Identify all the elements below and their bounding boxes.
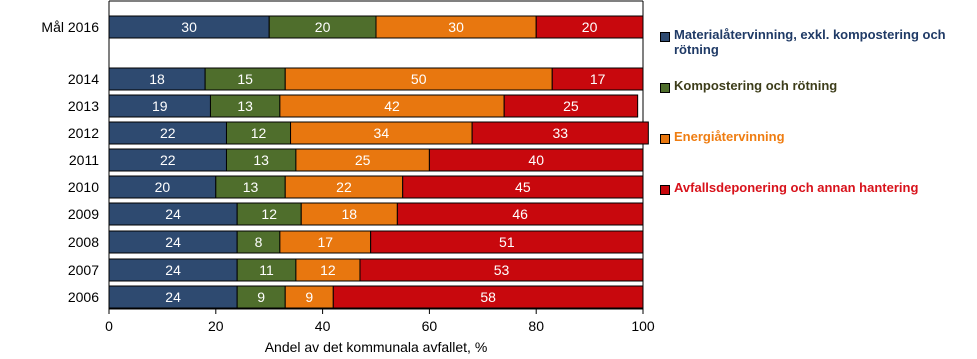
data-label: 11 (259, 262, 274, 278)
legend-swatch-kompostering (660, 83, 670, 93)
data-label: 8 (255, 234, 263, 250)
x-tick-label: 40 (315, 318, 331, 334)
data-label: 58 (480, 289, 496, 305)
legend-item-energi: Energiåtervinning (660, 129, 785, 144)
data-label: 22 (336, 179, 352, 195)
bar-segment (471, 121, 649, 145)
data-label: 13 (237, 98, 253, 114)
data-label: 24 (165, 234, 181, 250)
category-label: 2011 (69, 152, 99, 168)
bar-segment (535, 15, 644, 39)
data-label: 19 (152, 98, 168, 114)
x-tick-label: 0 (105, 318, 113, 334)
category-label: 2007 (68, 262, 99, 278)
bar-segment (402, 175, 644, 199)
data-label: 50 (411, 71, 427, 87)
data-label: 15 (237, 71, 253, 87)
data-label: 17 (317, 234, 333, 250)
data-label: 30 (448, 19, 464, 35)
legend-label-deponering: Avfallsdeponering och annan hantering (674, 180, 919, 195)
legend-swatch-material (660, 32, 670, 42)
category-label: 2010 (68, 179, 99, 195)
legend-label-energi: Energiåtervinning (674, 129, 785, 144)
x-tick-label: 60 (422, 318, 438, 334)
data-label: 24 (165, 262, 181, 278)
x-tick-label: 100 (631, 318, 655, 334)
category-label: 2013 (68, 98, 99, 114)
data-label: 42 (384, 98, 400, 114)
data-label: 40 (528, 152, 544, 168)
data-label: 34 (374, 125, 390, 141)
bar-segment (370, 230, 644, 254)
bar-segment (359, 258, 644, 282)
data-label: 22 (160, 152, 176, 168)
x-axis-title: Andel av det kommunala avfallet, % (265, 339, 488, 355)
data-label: 45 (515, 179, 531, 195)
bar-segment (428, 148, 644, 172)
data-label: 12 (261, 206, 277, 222)
data-label: 46 (512, 206, 528, 222)
data-label: 20 (582, 19, 598, 35)
data-label: 13 (253, 152, 269, 168)
category-label: 2006 (68, 289, 99, 305)
category-label: 2009 (68, 206, 99, 222)
data-label: 33 (552, 125, 568, 141)
data-label: 22 (160, 125, 176, 141)
data-label: 12 (320, 262, 336, 278)
legend-label-material: Materialåtervinning, exkl. kompostering … (674, 27, 946, 57)
data-label: 25 (563, 98, 579, 114)
chart-legend: Materialåtervinning, exkl. kompostering … (660, 0, 977, 359)
legend-item-material: Materialåtervinning, exkl. kompostering … (660, 27, 974, 57)
data-label: 9 (257, 289, 265, 305)
data-label: 17 (590, 71, 606, 87)
data-label: 25 (355, 152, 371, 168)
category-label: Mål 2016 (41, 19, 99, 35)
data-label: 51 (499, 234, 515, 250)
bar-segment (503, 94, 639, 118)
legend-item-kompostering: Kompostering och rötning (660, 78, 837, 93)
data-label: 30 (181, 19, 197, 35)
data-label: 24 (165, 206, 181, 222)
data-label: 20 (155, 179, 171, 195)
bar-segment (332, 285, 644, 309)
bar-segment (551, 67, 644, 91)
legend-label-kompostering: Kompostering och rötning (674, 78, 838, 93)
data-label: 24 (165, 289, 181, 305)
category-label: 2012 (68, 125, 99, 141)
x-tick-label: 20 (208, 318, 224, 334)
bar-segment (396, 202, 644, 226)
category-label: 2008 (68, 234, 99, 250)
data-label: 9 (305, 289, 313, 305)
x-tick-label: 80 (528, 318, 544, 334)
legend-swatch-energi (660, 134, 670, 144)
data-label: 13 (243, 179, 259, 195)
category-label: 2014 (68, 71, 99, 87)
data-label: 53 (494, 262, 510, 278)
data-label: 20 (315, 19, 331, 35)
data-label: 18 (149, 71, 165, 87)
legend-swatch-deponering (660, 185, 670, 195)
data-label: 18 (342, 206, 358, 222)
legend-item-deponering: Avfallsdeponering och annan hantering (660, 180, 918, 195)
data-label: 12 (251, 125, 267, 141)
